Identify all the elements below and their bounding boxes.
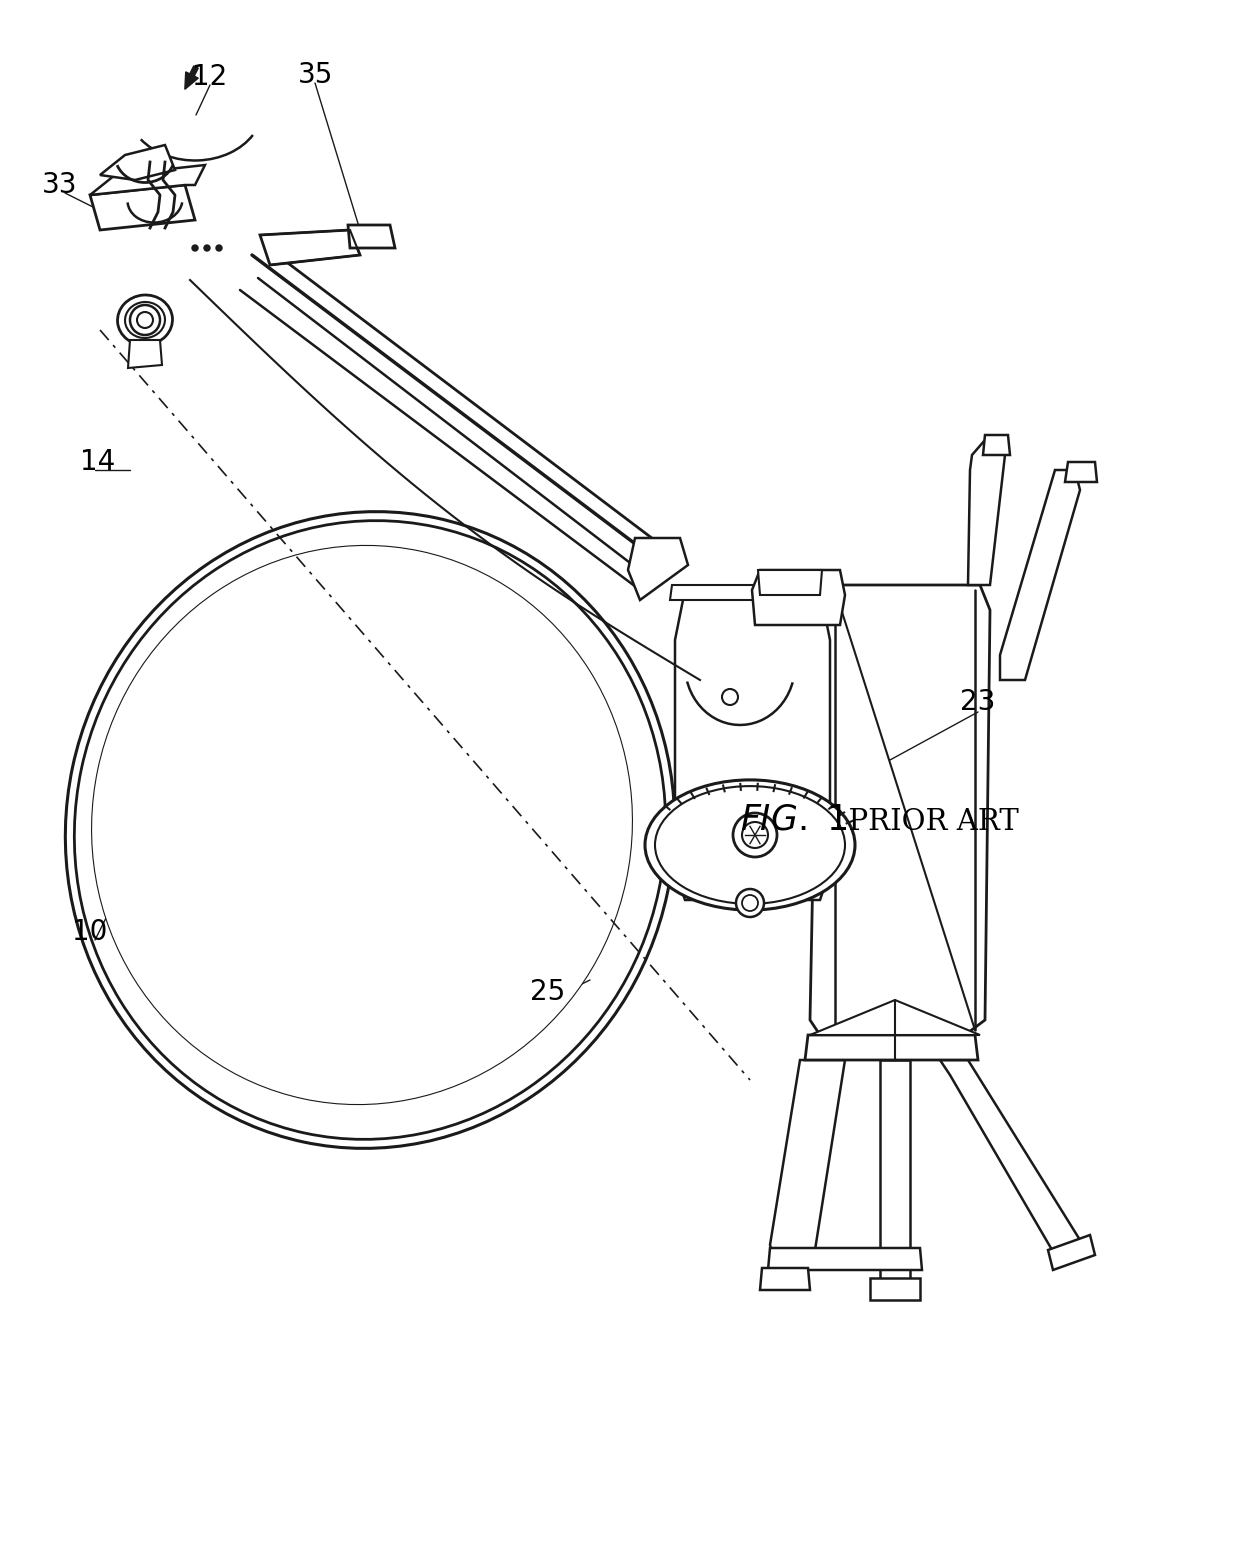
- Ellipse shape: [125, 303, 165, 338]
- Polygon shape: [91, 185, 195, 230]
- Text: 14: 14: [81, 448, 115, 476]
- Polygon shape: [670, 585, 838, 601]
- Polygon shape: [770, 1061, 844, 1260]
- Polygon shape: [128, 340, 162, 367]
- Circle shape: [737, 889, 764, 917]
- FancyArrow shape: [185, 66, 198, 90]
- Ellipse shape: [74, 520, 666, 1139]
- Circle shape: [216, 245, 222, 252]
- Polygon shape: [810, 1001, 980, 1034]
- Ellipse shape: [66, 511, 675, 1149]
- Text: $\mathit{FIG.\ 1}$: $\mathit{FIG.\ 1}$: [740, 803, 847, 837]
- Polygon shape: [968, 440, 1004, 585]
- Text: 35: 35: [298, 62, 334, 90]
- Polygon shape: [751, 570, 844, 625]
- Ellipse shape: [118, 295, 172, 344]
- Polygon shape: [348, 225, 396, 249]
- Polygon shape: [675, 590, 830, 900]
- Text: 33: 33: [42, 171, 77, 199]
- Polygon shape: [810, 585, 990, 1034]
- Circle shape: [742, 896, 758, 911]
- Circle shape: [136, 312, 153, 327]
- Polygon shape: [758, 570, 822, 594]
- Polygon shape: [260, 230, 360, 266]
- Ellipse shape: [92, 545, 632, 1104]
- Polygon shape: [768, 1248, 923, 1271]
- Polygon shape: [91, 165, 205, 195]
- Ellipse shape: [645, 780, 856, 909]
- Polygon shape: [880, 1061, 910, 1280]
- Text: 12: 12: [192, 63, 227, 91]
- Polygon shape: [1048, 1235, 1095, 1271]
- Polygon shape: [760, 1268, 810, 1289]
- Polygon shape: [983, 435, 1011, 455]
- Polygon shape: [940, 1061, 1080, 1255]
- Polygon shape: [1065, 462, 1097, 482]
- Polygon shape: [870, 1278, 920, 1300]
- Text: 25: 25: [529, 977, 565, 1007]
- Text: 10: 10: [72, 919, 108, 946]
- Polygon shape: [805, 1034, 978, 1061]
- Polygon shape: [999, 469, 1080, 679]
- Circle shape: [205, 245, 210, 252]
- Polygon shape: [100, 145, 175, 181]
- Circle shape: [130, 306, 160, 335]
- Circle shape: [742, 821, 768, 848]
- Text: 23: 23: [960, 689, 996, 716]
- Polygon shape: [627, 537, 688, 601]
- Circle shape: [722, 689, 738, 706]
- Circle shape: [733, 814, 777, 857]
- Text: PRIOR ART: PRIOR ART: [830, 808, 1019, 835]
- Circle shape: [192, 245, 198, 252]
- Ellipse shape: [655, 786, 844, 903]
